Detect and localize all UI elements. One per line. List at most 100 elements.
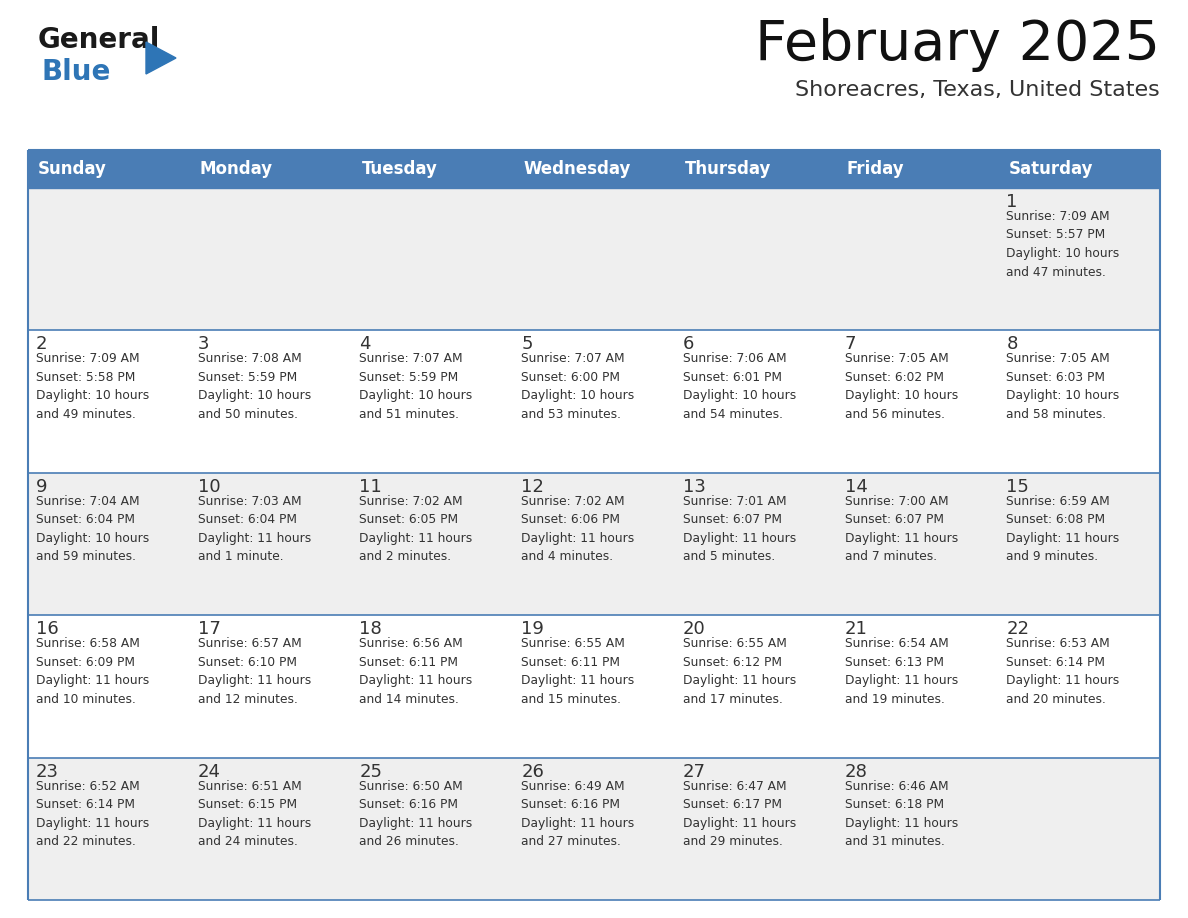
Text: Sunrise: 6:58 AM
Sunset: 6:09 PM
Daylight: 11 hours
and 10 minutes.: Sunrise: 6:58 AM Sunset: 6:09 PM Dayligh… — [36, 637, 150, 706]
Text: 17: 17 — [197, 621, 221, 638]
Text: Sunrise: 6:51 AM
Sunset: 6:15 PM
Daylight: 11 hours
and 24 minutes.: Sunrise: 6:51 AM Sunset: 6:15 PM Dayligh… — [197, 779, 311, 848]
Bar — [998, 615, 1159, 757]
Bar — [352, 473, 513, 615]
Bar — [836, 330, 998, 473]
Text: 24: 24 — [197, 763, 221, 780]
Text: 12: 12 — [522, 477, 544, 496]
Bar — [675, 150, 836, 188]
Polygon shape — [146, 42, 176, 74]
Bar — [675, 757, 836, 900]
Bar — [29, 473, 190, 615]
Text: 21: 21 — [845, 621, 867, 638]
Text: 3: 3 — [197, 335, 209, 353]
Bar — [513, 330, 675, 473]
Bar — [190, 188, 352, 330]
Text: General: General — [38, 26, 160, 54]
Bar — [29, 757, 190, 900]
Text: 15: 15 — [1006, 477, 1029, 496]
Bar — [513, 615, 675, 757]
Text: 28: 28 — [845, 763, 867, 780]
Bar — [190, 615, 352, 757]
Bar — [29, 615, 190, 757]
Text: Sunrise: 7:07 AM
Sunset: 5:59 PM
Daylight: 10 hours
and 51 minutes.: Sunrise: 7:07 AM Sunset: 5:59 PM Dayligh… — [360, 353, 473, 420]
Bar — [998, 188, 1159, 330]
Text: 13: 13 — [683, 477, 706, 496]
Text: Friday: Friday — [847, 160, 904, 178]
Text: 20: 20 — [683, 621, 706, 638]
Text: 7: 7 — [845, 335, 857, 353]
Text: Tuesday: Tuesday — [361, 160, 437, 178]
Bar — [675, 473, 836, 615]
Text: Sunrise: 7:07 AM
Sunset: 6:00 PM
Daylight: 10 hours
and 53 minutes.: Sunrise: 7:07 AM Sunset: 6:00 PM Dayligh… — [522, 353, 634, 420]
Text: Sunrise: 7:09 AM
Sunset: 5:58 PM
Daylight: 10 hours
and 49 minutes.: Sunrise: 7:09 AM Sunset: 5:58 PM Dayligh… — [36, 353, 150, 420]
Text: Sunrise: 7:02 AM
Sunset: 6:06 PM
Daylight: 11 hours
and 4 minutes.: Sunrise: 7:02 AM Sunset: 6:06 PM Dayligh… — [522, 495, 634, 564]
Bar — [190, 757, 352, 900]
Text: 8: 8 — [1006, 335, 1018, 353]
Text: 16: 16 — [36, 621, 58, 638]
Bar — [513, 473, 675, 615]
Bar — [29, 150, 190, 188]
Text: Sunrise: 7:03 AM
Sunset: 6:04 PM
Daylight: 11 hours
and 1 minute.: Sunrise: 7:03 AM Sunset: 6:04 PM Dayligh… — [197, 495, 311, 564]
Bar — [352, 188, 513, 330]
Bar — [513, 188, 675, 330]
Text: 22: 22 — [1006, 621, 1029, 638]
Text: Sunrise: 7:00 AM
Sunset: 6:07 PM
Daylight: 11 hours
and 7 minutes.: Sunrise: 7:00 AM Sunset: 6:07 PM Dayligh… — [845, 495, 958, 564]
Bar — [998, 473, 1159, 615]
Text: Sunrise: 6:46 AM
Sunset: 6:18 PM
Daylight: 11 hours
and 31 minutes.: Sunrise: 6:46 AM Sunset: 6:18 PM Dayligh… — [845, 779, 958, 848]
Text: Sunrise: 6:56 AM
Sunset: 6:11 PM
Daylight: 11 hours
and 14 minutes.: Sunrise: 6:56 AM Sunset: 6:11 PM Dayligh… — [360, 637, 473, 706]
Bar — [513, 150, 675, 188]
Bar — [998, 757, 1159, 900]
Bar — [190, 150, 352, 188]
Text: Sunrise: 6:53 AM
Sunset: 6:14 PM
Daylight: 11 hours
and 20 minutes.: Sunrise: 6:53 AM Sunset: 6:14 PM Dayligh… — [1006, 637, 1119, 706]
Text: 4: 4 — [360, 335, 371, 353]
Text: 23: 23 — [36, 763, 59, 780]
Text: 25: 25 — [360, 763, 383, 780]
Bar — [675, 330, 836, 473]
Bar — [190, 330, 352, 473]
Text: Wednesday: Wednesday — [523, 160, 631, 178]
Bar — [352, 330, 513, 473]
Bar — [836, 615, 998, 757]
Text: Sunrise: 6:49 AM
Sunset: 6:16 PM
Daylight: 11 hours
and 27 minutes.: Sunrise: 6:49 AM Sunset: 6:16 PM Dayligh… — [522, 779, 634, 848]
Bar — [190, 473, 352, 615]
Text: Sunrise: 6:50 AM
Sunset: 6:16 PM
Daylight: 11 hours
and 26 minutes.: Sunrise: 6:50 AM Sunset: 6:16 PM Dayligh… — [360, 779, 473, 848]
Text: 26: 26 — [522, 763, 544, 780]
Bar — [29, 188, 190, 330]
Text: Sunrise: 6:47 AM
Sunset: 6:17 PM
Daylight: 11 hours
and 29 minutes.: Sunrise: 6:47 AM Sunset: 6:17 PM Dayligh… — [683, 779, 796, 848]
Bar — [836, 150, 998, 188]
Bar — [352, 615, 513, 757]
Bar — [675, 188, 836, 330]
Text: 19: 19 — [522, 621, 544, 638]
Text: 2: 2 — [36, 335, 48, 353]
Text: Sunrise: 6:55 AM
Sunset: 6:12 PM
Daylight: 11 hours
and 17 minutes.: Sunrise: 6:55 AM Sunset: 6:12 PM Dayligh… — [683, 637, 796, 706]
Text: Monday: Monday — [200, 160, 273, 178]
Text: Sunrise: 7:08 AM
Sunset: 5:59 PM
Daylight: 10 hours
and 50 minutes.: Sunrise: 7:08 AM Sunset: 5:59 PM Dayligh… — [197, 353, 311, 420]
Text: Sunrise: 7:04 AM
Sunset: 6:04 PM
Daylight: 10 hours
and 59 minutes.: Sunrise: 7:04 AM Sunset: 6:04 PM Dayligh… — [36, 495, 150, 564]
Text: Sunrise: 7:05 AM
Sunset: 6:02 PM
Daylight: 10 hours
and 56 minutes.: Sunrise: 7:05 AM Sunset: 6:02 PM Dayligh… — [845, 353, 958, 420]
Text: 10: 10 — [197, 477, 220, 496]
Text: 27: 27 — [683, 763, 706, 780]
Text: 1: 1 — [1006, 193, 1018, 211]
Text: Sunrise: 7:05 AM
Sunset: 6:03 PM
Daylight: 10 hours
and 58 minutes.: Sunrise: 7:05 AM Sunset: 6:03 PM Dayligh… — [1006, 353, 1119, 420]
Text: Sunrise: 7:01 AM
Sunset: 6:07 PM
Daylight: 11 hours
and 5 minutes.: Sunrise: 7:01 AM Sunset: 6:07 PM Dayligh… — [683, 495, 796, 564]
Bar — [836, 757, 998, 900]
Text: Sunrise: 6:57 AM
Sunset: 6:10 PM
Daylight: 11 hours
and 12 minutes.: Sunrise: 6:57 AM Sunset: 6:10 PM Dayligh… — [197, 637, 311, 706]
Text: February 2025: February 2025 — [756, 18, 1159, 72]
Text: Sunrise: 7:02 AM
Sunset: 6:05 PM
Daylight: 11 hours
and 2 minutes.: Sunrise: 7:02 AM Sunset: 6:05 PM Dayligh… — [360, 495, 473, 564]
Bar — [352, 757, 513, 900]
Text: Blue: Blue — [42, 58, 112, 86]
Bar — [998, 150, 1159, 188]
Text: Sunrise: 7:06 AM
Sunset: 6:01 PM
Daylight: 10 hours
and 54 minutes.: Sunrise: 7:06 AM Sunset: 6:01 PM Dayligh… — [683, 353, 796, 420]
Bar — [513, 757, 675, 900]
Bar — [836, 188, 998, 330]
Bar — [836, 473, 998, 615]
Bar — [29, 330, 190, 473]
Text: 18: 18 — [360, 621, 383, 638]
Text: Sunrise: 6:52 AM
Sunset: 6:14 PM
Daylight: 11 hours
and 22 minutes.: Sunrise: 6:52 AM Sunset: 6:14 PM Dayligh… — [36, 779, 150, 848]
Text: Thursday: Thursday — [684, 160, 771, 178]
Text: 11: 11 — [360, 477, 383, 496]
Text: Sunrise: 6:55 AM
Sunset: 6:11 PM
Daylight: 11 hours
and 15 minutes.: Sunrise: 6:55 AM Sunset: 6:11 PM Dayligh… — [522, 637, 634, 706]
Text: 14: 14 — [845, 477, 867, 496]
Text: 5: 5 — [522, 335, 532, 353]
Text: Sunrise: 6:59 AM
Sunset: 6:08 PM
Daylight: 11 hours
and 9 minutes.: Sunrise: 6:59 AM Sunset: 6:08 PM Dayligh… — [1006, 495, 1119, 564]
